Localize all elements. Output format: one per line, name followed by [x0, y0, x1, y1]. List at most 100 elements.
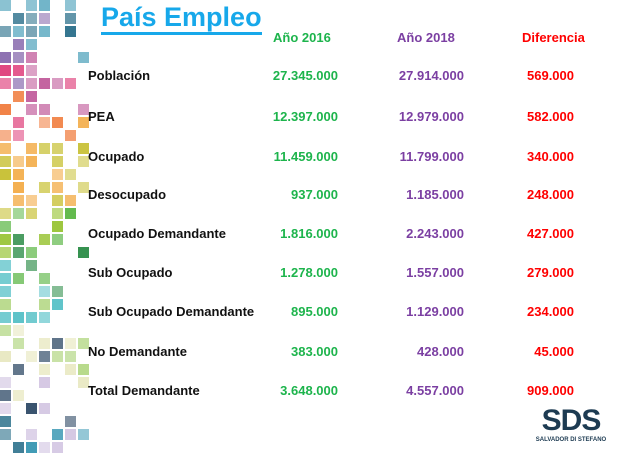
mosaic-tile: [0, 247, 11, 258]
table-row: Población 27.345.000 27.914.000 569.000: [0, 68, 619, 84]
mosaic-tile: [52, 182, 63, 193]
mosaic-tile: [0, 377, 11, 388]
table-row: Ocupado Demandante 1.816.000 2.243.000 427.…: [0, 226, 619, 242]
mosaic-tile: [78, 52, 89, 63]
mosaic-tile: [0, 325, 11, 336]
value-diferencia: 582.000: [527, 109, 574, 124]
mosaic-tile: [26, 403, 37, 414]
mosaic-tile: [13, 78, 24, 89]
mosaic-tile: [13, 39, 24, 50]
mosaic-tile: [39, 104, 50, 115]
table-row: Sub Ocupado Demandante 895.000 1.129.000 23…: [0, 304, 619, 320]
mosaic-tile: [26, 26, 37, 37]
mosaic-tile: [39, 442, 50, 453]
logo-text: SDS: [541, 404, 602, 437]
mosaic-tile: [0, 390, 11, 401]
mosaic-tile: [0, 221, 11, 232]
mosaic-tile: [26, 247, 37, 258]
mosaic-tile: [39, 117, 50, 128]
row-label: Población: [88, 68, 151, 83]
mosaic-tile: [13, 338, 24, 349]
mosaic-tile: [0, 299, 11, 310]
mosaic-tile: [26, 442, 37, 453]
mosaic-tile: [0, 169, 11, 180]
mosaic-tile: [0, 260, 11, 271]
mosaic-tile: [13, 13, 24, 24]
mosaic-tile: [78, 429, 89, 440]
mosaic-tile: [65, 429, 76, 440]
mosaic-tile: [39, 78, 50, 89]
value-diferencia: 45.000: [534, 344, 574, 359]
mosaic-tile: [78, 182, 89, 193]
mosaic-tile: [13, 208, 24, 219]
mosaic-tile: [39, 351, 50, 362]
value-2018: 1.129.000: [406, 304, 464, 319]
mosaic-tile: [26, 143, 37, 154]
value-2016: 11.459.000: [273, 149, 338, 164]
mosaic-tile: [78, 377, 89, 388]
mosaic-tile: [39, 338, 50, 349]
mosaic-tile: [52, 286, 63, 297]
value-2016: 937.000: [291, 187, 338, 202]
value-diferencia: 279.000: [527, 265, 574, 280]
mosaic-tile: [26, 39, 37, 50]
mosaic-tile: [0, 0, 11, 11]
mosaic-tile: [0, 143, 11, 154]
mosaic-tile: [26, 52, 37, 63]
mosaic-tile: [65, 130, 76, 141]
mosaic-tile: [39, 312, 50, 323]
mosaic-tile: [13, 442, 24, 453]
value-2018: 4.557.000: [406, 383, 464, 398]
mosaic-tile: [52, 208, 63, 219]
table-row: PEA 12.397.000 12.979.000 582.000: [0, 109, 619, 125]
mosaic-tile: [39, 182, 50, 193]
mosaic-tile: [78, 364, 89, 375]
mosaic-tile: [0, 65, 11, 76]
mosaic-tile: [65, 13, 76, 24]
row-label: Total Demandante: [88, 383, 200, 398]
value-diferencia: 248.000: [527, 187, 574, 202]
mosaic-tile: [78, 143, 89, 154]
header-2016: Año 2016: [273, 30, 331, 45]
mosaic-tile: [0, 104, 11, 115]
mosaic-tile: [0, 429, 11, 440]
mosaic-tile: [26, 260, 37, 271]
value-diferencia: 569.000: [527, 68, 574, 83]
mosaic-tile: [13, 390, 24, 401]
mosaic-tile: [0, 312, 11, 323]
mosaic-tile: [26, 104, 37, 115]
mosaic-tile: [52, 351, 63, 362]
value-diferencia: 234.000: [527, 304, 574, 319]
value-2016: 27.345.000: [272, 68, 338, 83]
value-2016: 895.000: [291, 304, 338, 319]
mosaic-tile: [52, 117, 63, 128]
value-2018: 1.185.000: [406, 187, 464, 202]
mosaic-tile: [13, 247, 24, 258]
mosaic-tile: [0, 52, 11, 63]
mosaic-tile: [13, 52, 24, 63]
mosaic-tile: [65, 169, 76, 180]
mosaic-tile: [0, 403, 11, 414]
mosaic-tile: [52, 442, 63, 453]
mosaic-tile: [0, 416, 11, 427]
mosaic-tile: [39, 286, 50, 297]
row-label: Ocupado: [88, 149, 145, 164]
table-row: Total Demandante 3.648.000 4.557.000 909.00…: [0, 383, 619, 399]
table-row: Desocupado 937.000 1.185.000 248.000: [0, 187, 619, 203]
mosaic-tile: [52, 156, 63, 167]
value-2016: 12.397.000: [272, 109, 338, 124]
mosaic-tile: [13, 364, 24, 375]
mosaic-tile: [26, 351, 37, 362]
row-label: Desocupado: [88, 187, 167, 202]
mosaic-tile: [13, 182, 24, 193]
mosaic-tile: [65, 338, 76, 349]
value-2016: 383.000: [291, 344, 338, 359]
logo-subtitle: SALVADOR DI STEFANO: [535, 437, 607, 443]
mosaic-tile: [78, 104, 89, 115]
table-row: Ocupado 11.459.000 11.799.000 340.000: [0, 149, 619, 165]
mosaic-tile: [65, 0, 76, 11]
mosaic-tile: [13, 234, 24, 245]
row-label: No Demandante: [88, 344, 187, 359]
mosaic-tile: [13, 195, 24, 206]
value-2018: 1.557.000: [406, 265, 464, 280]
